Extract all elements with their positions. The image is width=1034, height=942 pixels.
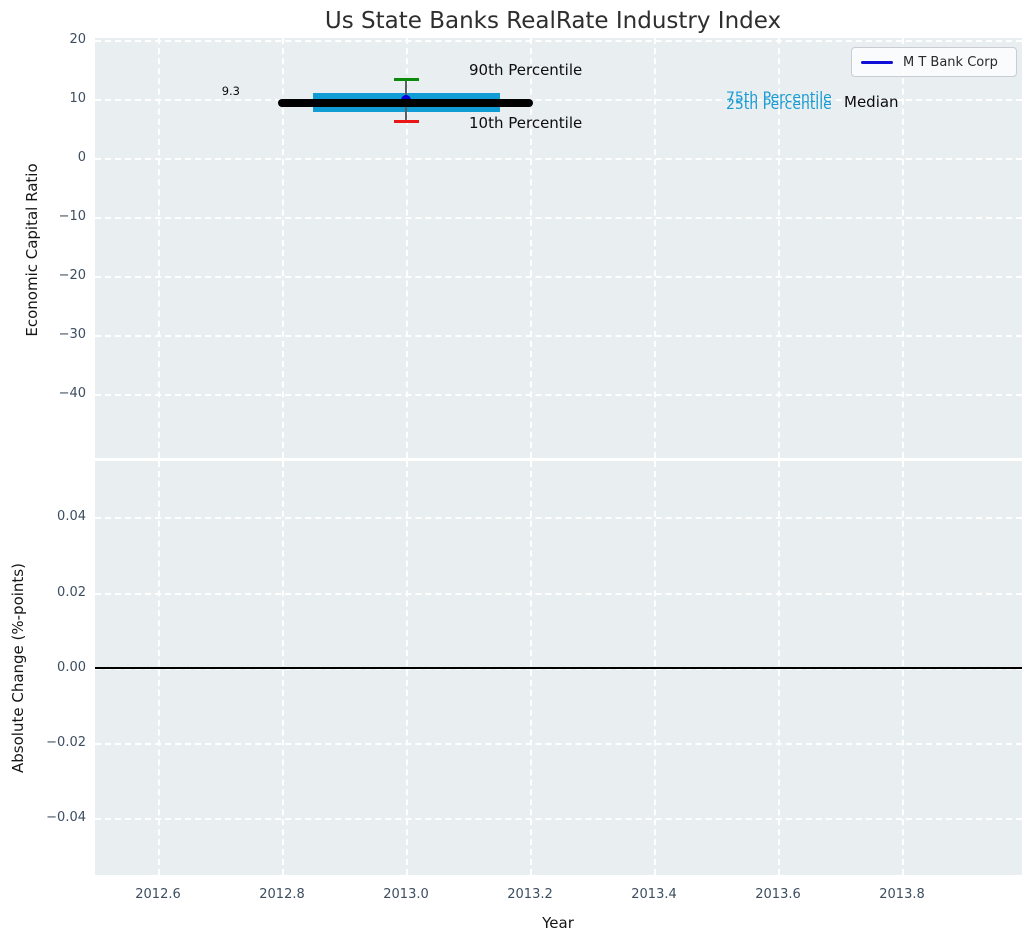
- bottom-axes-absolute-change: [95, 461, 1022, 875]
- ytick-bottom: 0.04: [57, 509, 86, 524]
- gridline-vertical: [282, 38, 284, 458]
- gridline-horizontal: [95, 394, 1022, 396]
- ytick-bottom: 0.02: [57, 585, 86, 600]
- xtick: 2013.2: [507, 887, 553, 902]
- gridline-horizontal: [95, 217, 1022, 219]
- gridline-horizontal: [95, 276, 1022, 278]
- gridline-horizontal: [95, 335, 1022, 337]
- p90-annotation: 90th Percentile: [469, 61, 583, 79]
- gridline-vertical: [158, 38, 160, 458]
- gridline-vertical: [530, 38, 532, 458]
- p10-annotation: 10th Percentile: [469, 114, 583, 132]
- ytick-top: −10: [58, 209, 86, 224]
- gridline-horizontal: [95, 668, 1022, 670]
- gridline-horizontal: [95, 40, 1022, 42]
- point-value-label: 9.3: [221, 84, 240, 98]
- ylabel-top: Economic Capital Ratio: [23, 163, 41, 337]
- gridline-horizontal: [95, 517, 1022, 519]
- gridline-horizontal: [95, 99, 1022, 101]
- gridline-horizontal: [95, 818, 1022, 820]
- ytick-top: −20: [58, 268, 86, 283]
- legend-line-sample: [861, 60, 893, 64]
- median-annotation: Median: [844, 93, 899, 111]
- ytick-top: 0: [77, 150, 86, 165]
- xlabel: Year: [542, 914, 574, 932]
- ytick-top: −30: [58, 327, 86, 342]
- p25-annotation: 25th Percentile: [726, 97, 832, 113]
- ytick-top: −40: [58, 386, 86, 401]
- xtick: 2013.6: [755, 887, 801, 902]
- gridline-vertical: [654, 38, 656, 458]
- ytick-bottom: −0.04: [46, 810, 86, 825]
- xtick: 2012.8: [259, 887, 305, 902]
- gridline-horizontal: [95, 593, 1022, 595]
- chart-title: Us State Banks RealRate Industry Index: [324, 8, 782, 34]
- legend: M T Bank Corp: [851, 47, 1017, 77]
- p90-cap: [394, 78, 419, 81]
- ylabel-bottom: Absolute Change (%-points): [9, 563, 27, 773]
- gridline-horizontal: [95, 158, 1022, 160]
- ytick-bottom: −0.02: [46, 735, 86, 750]
- legend-label: M T Bank Corp: [903, 54, 998, 70]
- ytick-top: 10: [69, 91, 86, 106]
- top-axes-economic-capital-ratio: [95, 38, 1022, 458]
- p75-annotation: 75th Percentile: [726, 90, 832, 106]
- median-line: [278, 99, 533, 107]
- ytick-bottom: 0.00: [57, 660, 86, 675]
- xtick: 2012.6: [135, 887, 181, 902]
- xtick: 2013.4: [631, 887, 677, 902]
- zero-reference-line: [95, 667, 1022, 669]
- xtick: 2013.0: [383, 887, 429, 902]
- p10-cap: [394, 120, 419, 123]
- gridline-vertical: [778, 38, 780, 458]
- ytick-top: 20: [69, 32, 86, 47]
- gridline-vertical: [406, 38, 408, 458]
- gridline-vertical: [902, 38, 904, 458]
- gridline-horizontal: [95, 743, 1022, 745]
- xtick: 2013.8: [879, 887, 925, 902]
